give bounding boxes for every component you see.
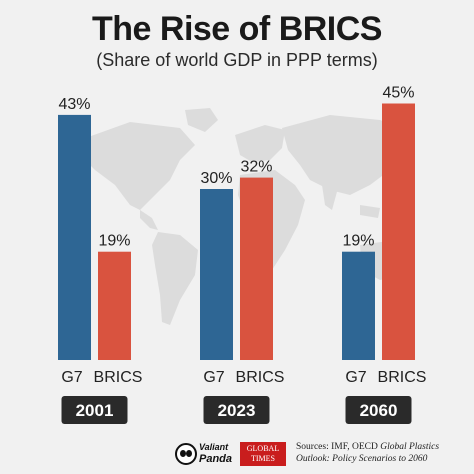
year-label-2001: 2001 [76, 401, 114, 420]
world-map-background [80, 108, 415, 325]
series-label-g7-2060: G7 [345, 369, 366, 386]
panda-logo-line2: Panda [199, 453, 233, 465]
series-label-g7-2001: G7 [61, 369, 82, 386]
year-badge-2001 [61, 396, 128, 424]
bar-brics-2023 [240, 177, 273, 360]
data-label-brics-2001: 19% [98, 233, 130, 250]
series-label-brics-2023: BRICS [236, 369, 285, 386]
bar-g7-2023 [200, 189, 233, 360]
data-label-g7-2023: 30% [200, 170, 232, 187]
year-badge-2023 [203, 396, 270, 424]
sources-note: Sources: IMF, OECD Global Plastics Outlo… [296, 441, 471, 465]
chart-title: The Rise of BRICS [92, 10, 382, 48]
series-label-brics-2001: BRICS [94, 369, 143, 386]
panda-logo-icon: Valiant Panda [175, 440, 235, 468]
panda-logo-line1: Valiant [199, 442, 229, 452]
data-label-brics-2023: 32% [240, 159, 272, 176]
global-times-line1: GLOBAL [246, 444, 280, 453]
data-label-g7-2001: 43% [58, 96, 90, 113]
data-label-g7-2060: 19% [342, 233, 374, 250]
global-times-line2: TIMES [251, 454, 275, 463]
sources-italic: Global Plastics Outlook: Policy Scenario… [296, 442, 440, 464]
bar-g7-2060 [342, 251, 375, 360]
year-badge-2060 [345, 396, 412, 424]
sources-prefix: Sources: IMF, OECD [296, 442, 381, 452]
year-label-2023: 2023 [218, 401, 256, 420]
bar-brics-2060 [382, 103, 415, 360]
series-label-brics-2060: BRICS [378, 369, 427, 386]
data-label-brics-2060: 45% [382, 85, 414, 102]
panda-face-icon [175, 443, 197, 465]
year-label-2060: 2060 [360, 401, 398, 420]
global-times-logo-icon: GLOBAL TIMES [240, 442, 286, 466]
bar-brics-2001 [98, 251, 131, 360]
chart-subtitle: (Share of world GDP in PPP terms) [96, 50, 378, 70]
series-label-g7-2023: G7 [203, 369, 224, 386]
bar-g7-2001 [58, 114, 91, 361]
